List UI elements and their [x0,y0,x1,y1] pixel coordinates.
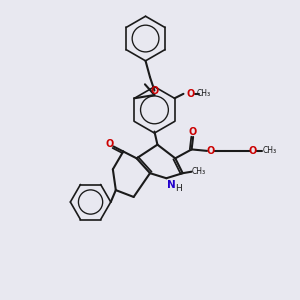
Text: CH₃: CH₃ [196,89,210,98]
Text: N: N [167,180,176,190]
Text: H: H [176,184,182,193]
Text: O: O [206,146,215,156]
Text: O: O [150,85,159,96]
Text: O: O [249,146,257,156]
Text: O: O [189,127,197,136]
Text: CH₃: CH₃ [192,167,206,176]
Text: O: O [187,89,195,99]
Text: O: O [106,139,114,149]
Text: CH₃: CH₃ [263,146,277,155]
